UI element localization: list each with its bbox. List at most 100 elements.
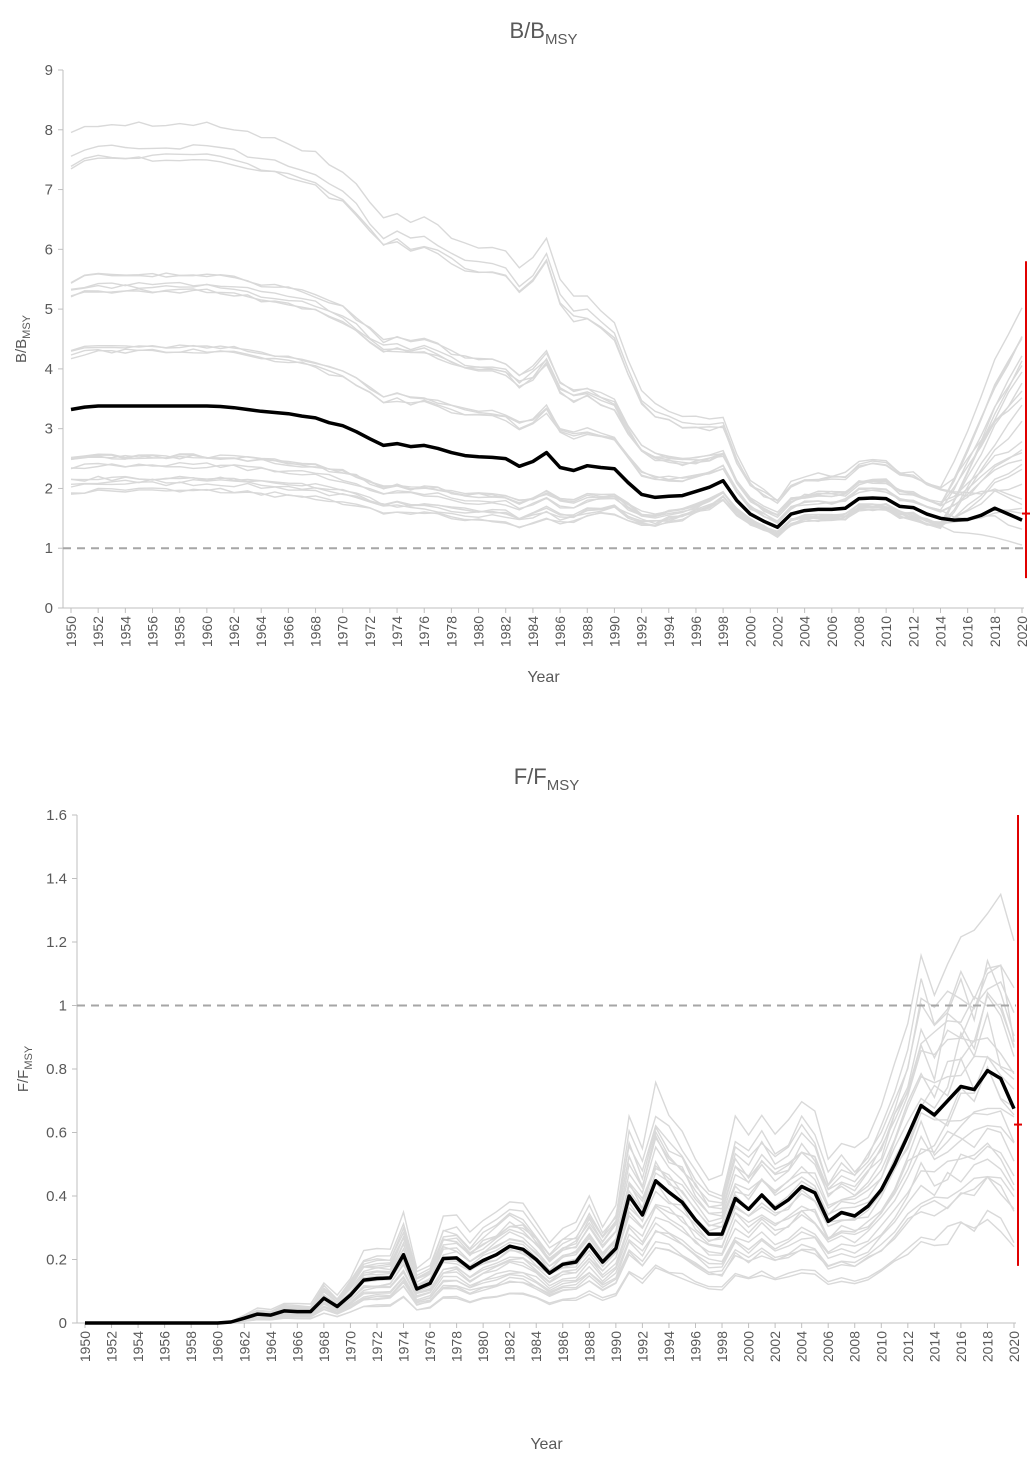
x-tick-label: 1954 bbox=[117, 616, 133, 647]
y-tick-label: 0.8 bbox=[46, 1061, 67, 1078]
background-series-line bbox=[70, 348, 1023, 530]
x-tick-label: 2006 bbox=[820, 1331, 836, 1362]
x-tick-label: 1956 bbox=[145, 616, 161, 647]
x-tick-label: 1984 bbox=[528, 1331, 544, 1362]
chart-title: F/FMSY bbox=[514, 764, 580, 794]
x-tick-label: 1982 bbox=[502, 1331, 518, 1362]
background-series-line bbox=[70, 153, 1023, 502]
x-tick-label: 1988 bbox=[581, 1331, 597, 1362]
x-tick-label: 1960 bbox=[210, 1331, 226, 1362]
x-tick-label: 2012 bbox=[905, 616, 921, 647]
background-series-line bbox=[85, 1037, 1015, 1324]
x-tick-label: 1996 bbox=[688, 616, 704, 647]
x-tick-label: 1984 bbox=[525, 616, 541, 647]
y-tick-label: 8 bbox=[45, 122, 53, 139]
x-tick-label: 1968 bbox=[316, 1331, 332, 1362]
x-tick-label: 1970 bbox=[342, 1331, 358, 1362]
y-tick-label: 4 bbox=[45, 361, 53, 378]
x-tick-label: 1950 bbox=[63, 616, 79, 647]
x-tick-label: 1996 bbox=[687, 1331, 703, 1362]
x-axis-label: Year bbox=[527, 669, 560, 686]
x-tick-label: 2014 bbox=[926, 1331, 942, 1362]
main-series-line bbox=[70, 404, 1023, 530]
background-series-line bbox=[85, 1011, 1015, 1324]
x-tick-label: 1964 bbox=[263, 1331, 279, 1362]
x-tick-label: 1966 bbox=[280, 616, 296, 647]
y-tick-label: 1 bbox=[59, 998, 67, 1015]
x-tick-label: 1994 bbox=[661, 1331, 677, 1362]
background-series-line bbox=[70, 288, 1023, 516]
x-tick-label: 2010 bbox=[878, 616, 894, 647]
y-tick-label: 1.6 bbox=[46, 807, 67, 824]
background-series-line bbox=[85, 892, 1015, 1324]
x-tick-label: 2008 bbox=[851, 616, 867, 647]
x-tick-label: 1992 bbox=[634, 616, 650, 647]
x-tick-label: 1970 bbox=[335, 616, 351, 647]
chart-1: B/BMSY B/BMSY 0 1 2 3 4 5 6 7 8 9 1950 1952 1954 1956 19… bbox=[13, 18, 1030, 686]
x-tick-label: 1972 bbox=[362, 616, 378, 647]
y-tick-label: 1.4 bbox=[46, 871, 67, 888]
x-tick-label: 1980 bbox=[475, 1331, 491, 1362]
x-tick-label: 1978 bbox=[449, 1331, 465, 1362]
x-tick-label: 2010 bbox=[873, 1331, 889, 1362]
x-tick-label: 2020 bbox=[1014, 616, 1030, 647]
y-tick-label: 0 bbox=[45, 600, 53, 617]
x-tick-label: 2006 bbox=[824, 616, 840, 647]
background-series-line bbox=[70, 349, 1023, 522]
x-tick-label: 2018 bbox=[979, 1331, 995, 1362]
background-series-line bbox=[70, 453, 1023, 536]
y-axis-label: B/BMSY bbox=[13, 314, 33, 363]
x-tick-label: 1972 bbox=[369, 1331, 385, 1362]
x-tick-label: 1952 bbox=[104, 1331, 120, 1362]
x-tick-label: 1990 bbox=[606, 616, 622, 647]
y-tick-label: 1.2 bbox=[46, 934, 67, 951]
x-axis-label: Year bbox=[530, 1436, 563, 1452]
x-tick-label: 2012 bbox=[900, 1331, 916, 1362]
x-tick-label: 1974 bbox=[389, 616, 405, 647]
y-tick-label: 9 bbox=[45, 62, 53, 79]
y-tick-label: 5 bbox=[45, 301, 53, 318]
x-tick-label: 1986 bbox=[555, 1331, 571, 1362]
background-series-line bbox=[70, 454, 1023, 532]
x-tick-label: 1998 bbox=[714, 1331, 730, 1362]
x-tick-label: 1950 bbox=[77, 1331, 93, 1362]
x-tick-label: 1986 bbox=[552, 616, 568, 647]
x-tick-label: 2018 bbox=[987, 616, 1003, 647]
background-series-line bbox=[70, 344, 1023, 525]
x-tick-label: 1976 bbox=[416, 616, 432, 647]
background-series-line bbox=[70, 272, 1023, 514]
y-tick-label: 6 bbox=[45, 241, 53, 258]
x-tick-label: 2016 bbox=[953, 1331, 969, 1362]
x-tick-label: 2004 bbox=[794, 1331, 810, 1362]
background-series-line bbox=[70, 360, 1023, 537]
y-tick-label: 1 bbox=[45, 540, 53, 557]
x-tick-label: 1952 bbox=[90, 616, 106, 647]
x-tick-label: 2008 bbox=[847, 1331, 863, 1362]
y-tick-label: 0.4 bbox=[46, 1188, 67, 1205]
x-tick-label: 1960 bbox=[199, 616, 215, 647]
x-tick-label: 1990 bbox=[608, 1331, 624, 1362]
x-tick-label: 1964 bbox=[253, 616, 269, 647]
x-tick-label: 2016 bbox=[960, 616, 976, 647]
x-tick-label: 2020 bbox=[1006, 1331, 1022, 1362]
x-tick-label: 1954 bbox=[130, 1331, 146, 1362]
background-ensemble bbox=[85, 892, 1015, 1324]
chart-2: F/FMSY F/FMSY 0 0.2 0.4 0.6 0.8 1 1.2 1.4 1.6 1950 1… bbox=[15, 764, 1022, 1453]
background-ensemble bbox=[70, 121, 1023, 546]
x-tick-label: 1982 bbox=[498, 616, 514, 647]
x-tick-label: 1958 bbox=[172, 616, 188, 647]
x-tick-label: 2004 bbox=[797, 616, 813, 647]
background-series-line bbox=[70, 144, 1023, 502]
x-tick-label: 1988 bbox=[579, 616, 595, 647]
x-tick-label: 2014 bbox=[932, 616, 948, 647]
y-tick-label: 0.6 bbox=[46, 1125, 67, 1142]
x-tick-label: 2000 bbox=[742, 616, 758, 647]
main-series-line bbox=[85, 1068, 1016, 1325]
chart-title: B/BMSY bbox=[510, 18, 578, 48]
x-tick-label: 1992 bbox=[634, 1331, 650, 1362]
x-tick-label: 1968 bbox=[308, 616, 324, 647]
x-tick-label: 1994 bbox=[661, 616, 677, 647]
x-tick-label: 1974 bbox=[396, 1331, 412, 1362]
